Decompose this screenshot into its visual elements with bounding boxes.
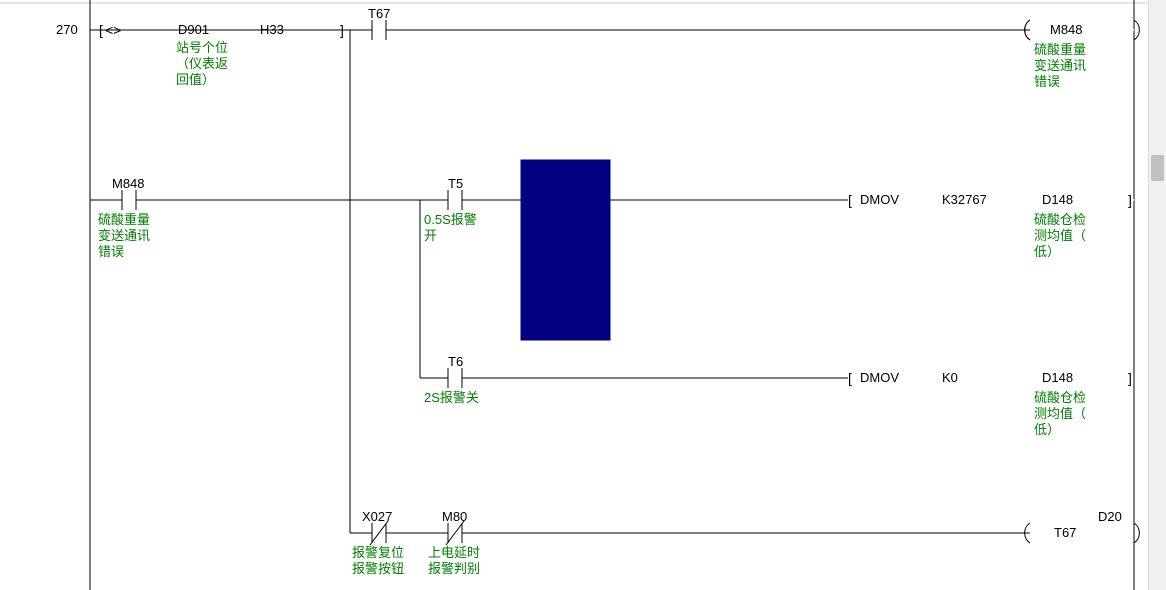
t6-label: T6 — [448, 354, 463, 370]
dmov2-src: K0 — [942, 370, 958, 386]
ladder-canvas: [ <> ] [ ] [ ] — [0, 0, 1166, 590]
m848-contact-comment: 硫酸重量 变送通讯 错误 — [98, 212, 150, 260]
svg-text:]: ] — [1128, 192, 1132, 208]
m848-contact-label: M848 — [112, 176, 145, 192]
dmov1-dst: D148 — [1042, 192, 1073, 208]
svg-text:[: [ — [848, 370, 852, 386]
selection-box — [521, 160, 610, 340]
out3-coil: T67 — [1054, 525, 1076, 541]
dmov2-comment: 硫酸仓检 测均值（ 低） — [1034, 390, 1086, 438]
svg-text:[: [ — [99, 22, 103, 38]
m848-coil-label: M848 — [1050, 22, 1083, 38]
svg-text:]: ] — [1128, 370, 1132, 386]
m80-comment: 上电延时 报警判别 — [428, 545, 480, 577]
scroll-thumb[interactable] — [1151, 155, 1164, 181]
dmov1-src: K32767 — [942, 192, 987, 208]
m848-coil-comment: 硫酸重量 变送通讯 错误 — [1034, 42, 1086, 90]
svg-text:[: [ — [848, 192, 852, 208]
dmov2-instr: DMOV — [860, 370, 899, 386]
x027-label: X027 — [362, 509, 392, 525]
out3-reg: D20 — [1098, 509, 1122, 525]
dmov1-instr: DMOV — [860, 192, 899, 208]
t5-label: T5 — [448, 176, 463, 192]
dmov1-comment: 硫酸仓检 测均值（ 低） — [1034, 212, 1086, 260]
vertical-scrollbar[interactable] — [1148, 0, 1166, 590]
svg-text:<>: <> — [105, 22, 121, 38]
d901-comment: 站号个位 （仪表返 回值） — [176, 40, 228, 88]
dmov2-dst: D148 — [1042, 370, 1073, 386]
cmp-op1: D901 — [178, 22, 209, 38]
cmp-op2: H33 — [260, 22, 284, 38]
t5-comment: 0.5S报警 开 — [424, 212, 477, 244]
t67-top-label: T67 — [368, 6, 390, 22]
t6-comment: 2S报警关 — [424, 390, 479, 406]
x027-comment: 报警复位 报警按钮 — [352, 545, 404, 577]
m80-label: M80 — [442, 509, 467, 525]
svg-text:]: ] — [340, 22, 344, 38]
step-number: 270 — [56, 22, 78, 38]
